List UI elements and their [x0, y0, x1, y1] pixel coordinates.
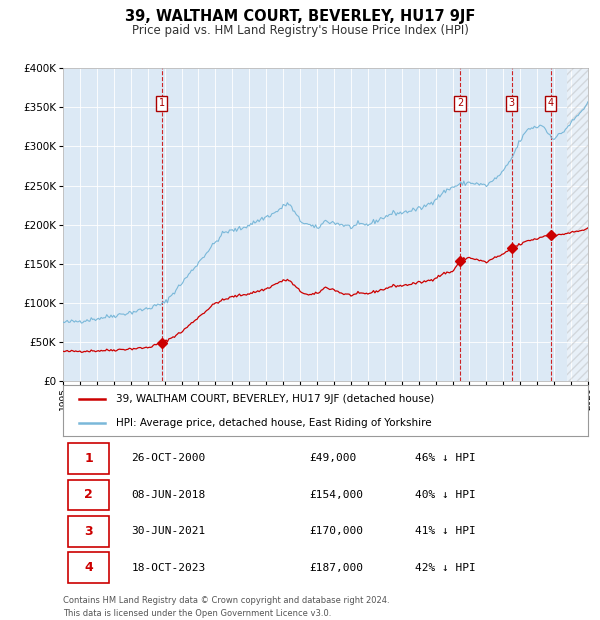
Text: 1: 1	[85, 452, 93, 465]
FancyBboxPatch shape	[68, 479, 109, 510]
FancyBboxPatch shape	[68, 516, 109, 547]
Bar	[567, 68, 588, 381]
Text: Contains HM Land Registry data © Crown copyright and database right 2024.: Contains HM Land Registry data © Crown c…	[63, 596, 389, 606]
FancyBboxPatch shape	[68, 443, 109, 474]
Text: 08-JUN-2018: 08-JUN-2018	[131, 490, 205, 500]
Text: 1: 1	[158, 99, 164, 108]
Text: This data is licensed under the Open Government Licence v3.0.: This data is licensed under the Open Gov…	[63, 609, 331, 618]
Text: £154,000: £154,000	[310, 490, 364, 500]
Text: 40% ↓ HPI: 40% ↓ HPI	[415, 490, 476, 500]
Text: 4: 4	[548, 99, 554, 108]
Text: HPI: Average price, detached house, East Riding of Yorkshire: HPI: Average price, detached house, East…	[115, 418, 431, 428]
Text: 18-OCT-2023: 18-OCT-2023	[131, 563, 205, 573]
Text: 26-OCT-2000: 26-OCT-2000	[131, 453, 205, 463]
Text: 39, WALTHAM COURT, BEVERLEY, HU17 9JF: 39, WALTHAM COURT, BEVERLEY, HU17 9JF	[125, 9, 475, 24]
Text: 4: 4	[85, 561, 93, 574]
Text: £49,000: £49,000	[310, 453, 357, 463]
Text: 3: 3	[509, 99, 515, 108]
Text: 2: 2	[85, 489, 93, 502]
Text: £170,000: £170,000	[310, 526, 364, 536]
Text: 30-JUN-2021: 30-JUN-2021	[131, 526, 205, 536]
FancyBboxPatch shape	[68, 552, 109, 583]
Text: 42% ↓ HPI: 42% ↓ HPI	[415, 563, 476, 573]
Text: 41% ↓ HPI: 41% ↓ HPI	[415, 526, 476, 536]
Text: £187,000: £187,000	[310, 563, 364, 573]
Text: 2: 2	[457, 99, 463, 108]
Text: 39, WALTHAM COURT, BEVERLEY, HU17 9JF (detached house): 39, WALTHAM COURT, BEVERLEY, HU17 9JF (d…	[115, 394, 434, 404]
Text: 46% ↓ HPI: 46% ↓ HPI	[415, 453, 476, 463]
Text: Price paid vs. HM Land Registry's House Price Index (HPI): Price paid vs. HM Land Registry's House …	[131, 24, 469, 37]
Text: 3: 3	[85, 525, 93, 538]
